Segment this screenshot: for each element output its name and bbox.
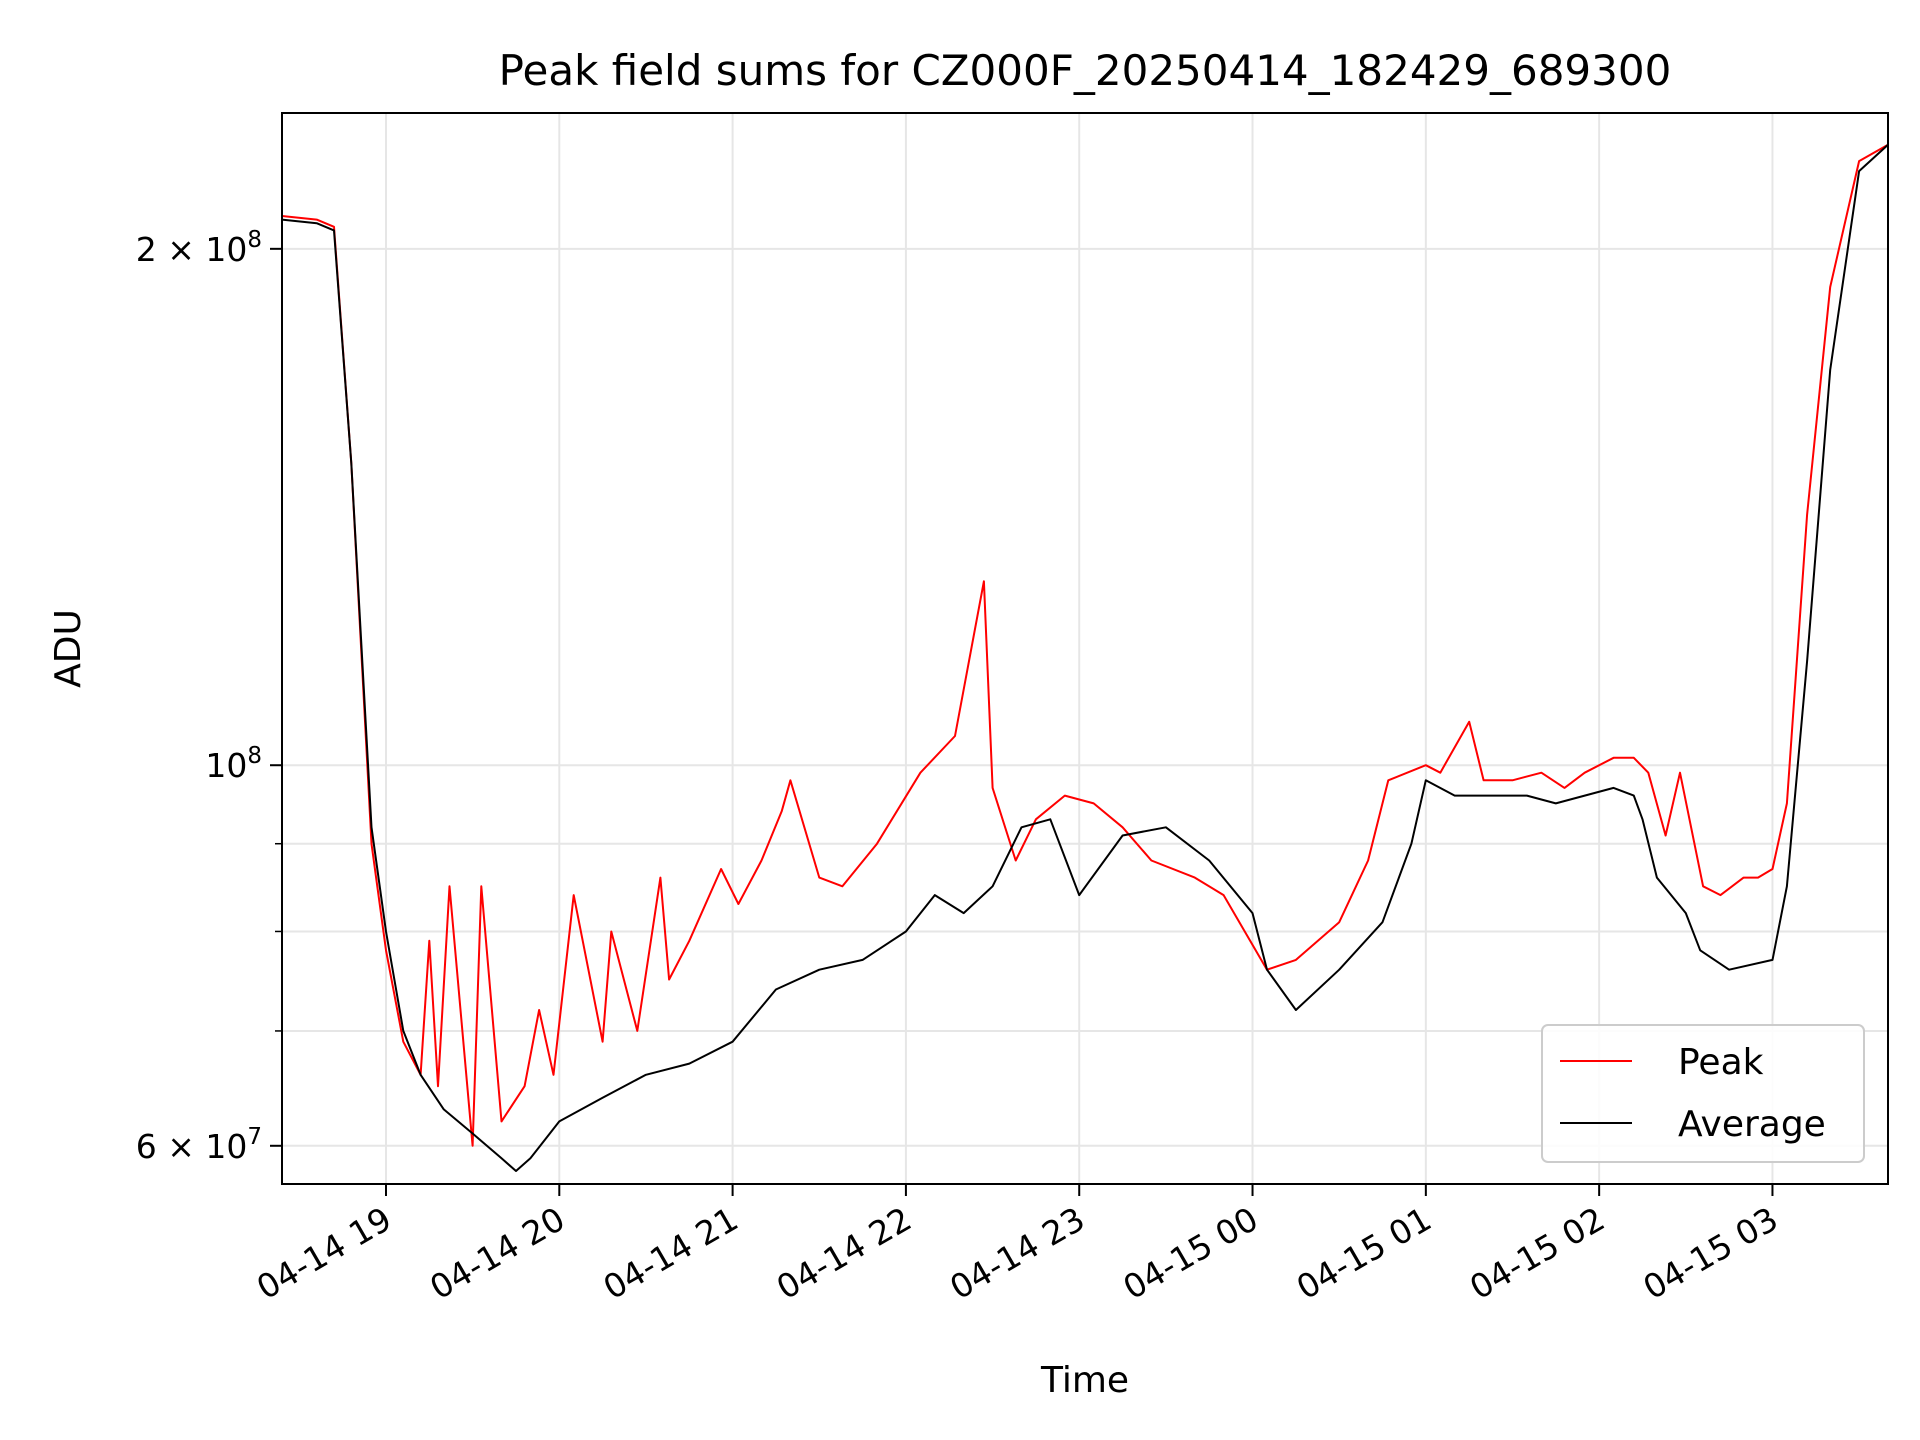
y-tick-label: 108: [205, 743, 262, 785]
x-tick-label: 04-15 01: [1290, 1199, 1438, 1307]
x-tick-label: 04-15 00: [1117, 1199, 1265, 1307]
legend-label-peak: Peak: [1678, 1042, 1764, 1083]
y-tick-exponent: 8: [247, 743, 262, 769]
x-tick-label: 04-15 02: [1463, 1199, 1611, 1307]
grid: [282, 113, 1888, 1184]
legend: Peak Average: [1541, 1024, 1865, 1163]
x-axis-label: Time: [1040, 1360, 1129, 1401]
y-tick-label: 2 × 108: [136, 227, 262, 269]
x-tick-label: 04-14 21: [597, 1199, 745, 1307]
chart-title: Peak field sums for CZ000F_20250414_1824…: [499, 46, 1672, 95]
x-tick-label: 04-15 03: [1636, 1199, 1784, 1307]
x-tick-label: 04-14 22: [770, 1199, 918, 1307]
y-axis-label: ADU: [48, 609, 89, 688]
legend-label-average: Average: [1678, 1104, 1826, 1145]
legend-box: [1541, 1024, 1865, 1163]
x-tick-label: 04-14 19: [250, 1199, 398, 1307]
x-tick-label: 04-14 23: [943, 1199, 1091, 1307]
y-tick-label: 6 × 107: [136, 1124, 262, 1166]
series-line-average: [281, 143, 1889, 1172]
y-tick-exponent: 7: [247, 1124, 262, 1150]
y-tick-exponent: 8: [247, 227, 262, 253]
series-line-peak: [281, 143, 1889, 1147]
series-layer: [281, 143, 1889, 1172]
x-tick-label: 04-14 20: [423, 1199, 571, 1307]
plot-area-frame: [281, 112, 1889, 1185]
